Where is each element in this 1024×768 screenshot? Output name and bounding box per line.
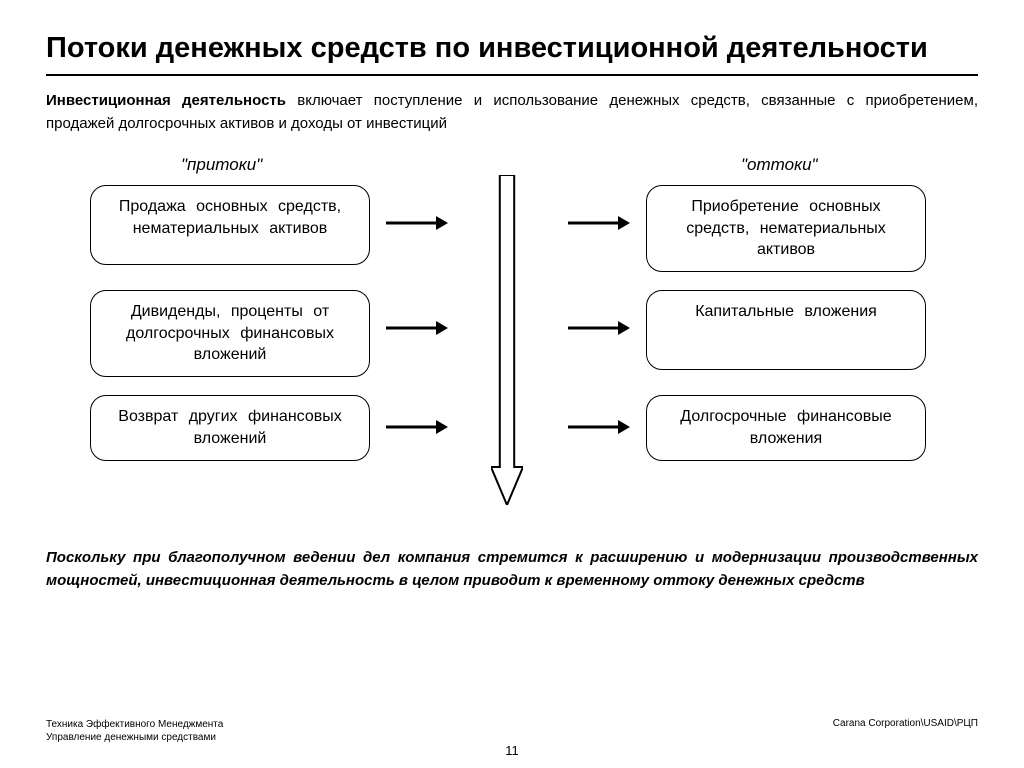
- title-underline: [46, 74, 978, 76]
- conclusion-text: Поскольку при благополучном ведении дел …: [46, 547, 978, 592]
- center-down-arrow-icon: [491, 175, 523, 510]
- inflow-box: Возврат других финансовых вложений: [90, 395, 370, 461]
- footer: Техника Эффективного Менеджмента Управле…: [46, 718, 978, 744]
- outflow-box: Приобретение основных средств, нематериа…: [646, 185, 926, 272]
- arrow-to-center-icon: [386, 320, 448, 341]
- inflow-box: Продажа основных средств, нематериальных…: [90, 185, 370, 265]
- outflows-label: "оттоки": [741, 155, 818, 175]
- footer-right: Carana Corporation\USAID\РЦП: [833, 718, 978, 729]
- arrow-to-center-icon: [386, 215, 448, 236]
- footer-left-1: Техника Эффективного Менеджмента: [46, 718, 223, 731]
- inflow-box: Дивиденды, проценты от долгосрочных фина…: [90, 290, 370, 377]
- arrow-from-center-icon: [568, 215, 630, 236]
- arrow-to-center-icon: [386, 419, 448, 440]
- arrow-from-center-icon: [568, 419, 630, 440]
- outflow-box: Долгосрочные финансовые вложения: [646, 395, 926, 461]
- arrow-from-center-icon: [568, 320, 630, 341]
- flow-diagram: "притоки" "оттоки" Продажа основных средст…: [46, 145, 978, 535]
- slide-title: Потоки денежных средств по инвестиционно…: [46, 30, 978, 66]
- definition-text: Инвестиционная деятельность включает пос…: [46, 90, 978, 135]
- page-number: 11: [0, 743, 1024, 758]
- definition-term: Инвестиционная деятельность: [46, 92, 286, 109]
- outflow-box: Капитальные вложения: [646, 290, 926, 370]
- inflows-label: "притоки": [181, 155, 262, 175]
